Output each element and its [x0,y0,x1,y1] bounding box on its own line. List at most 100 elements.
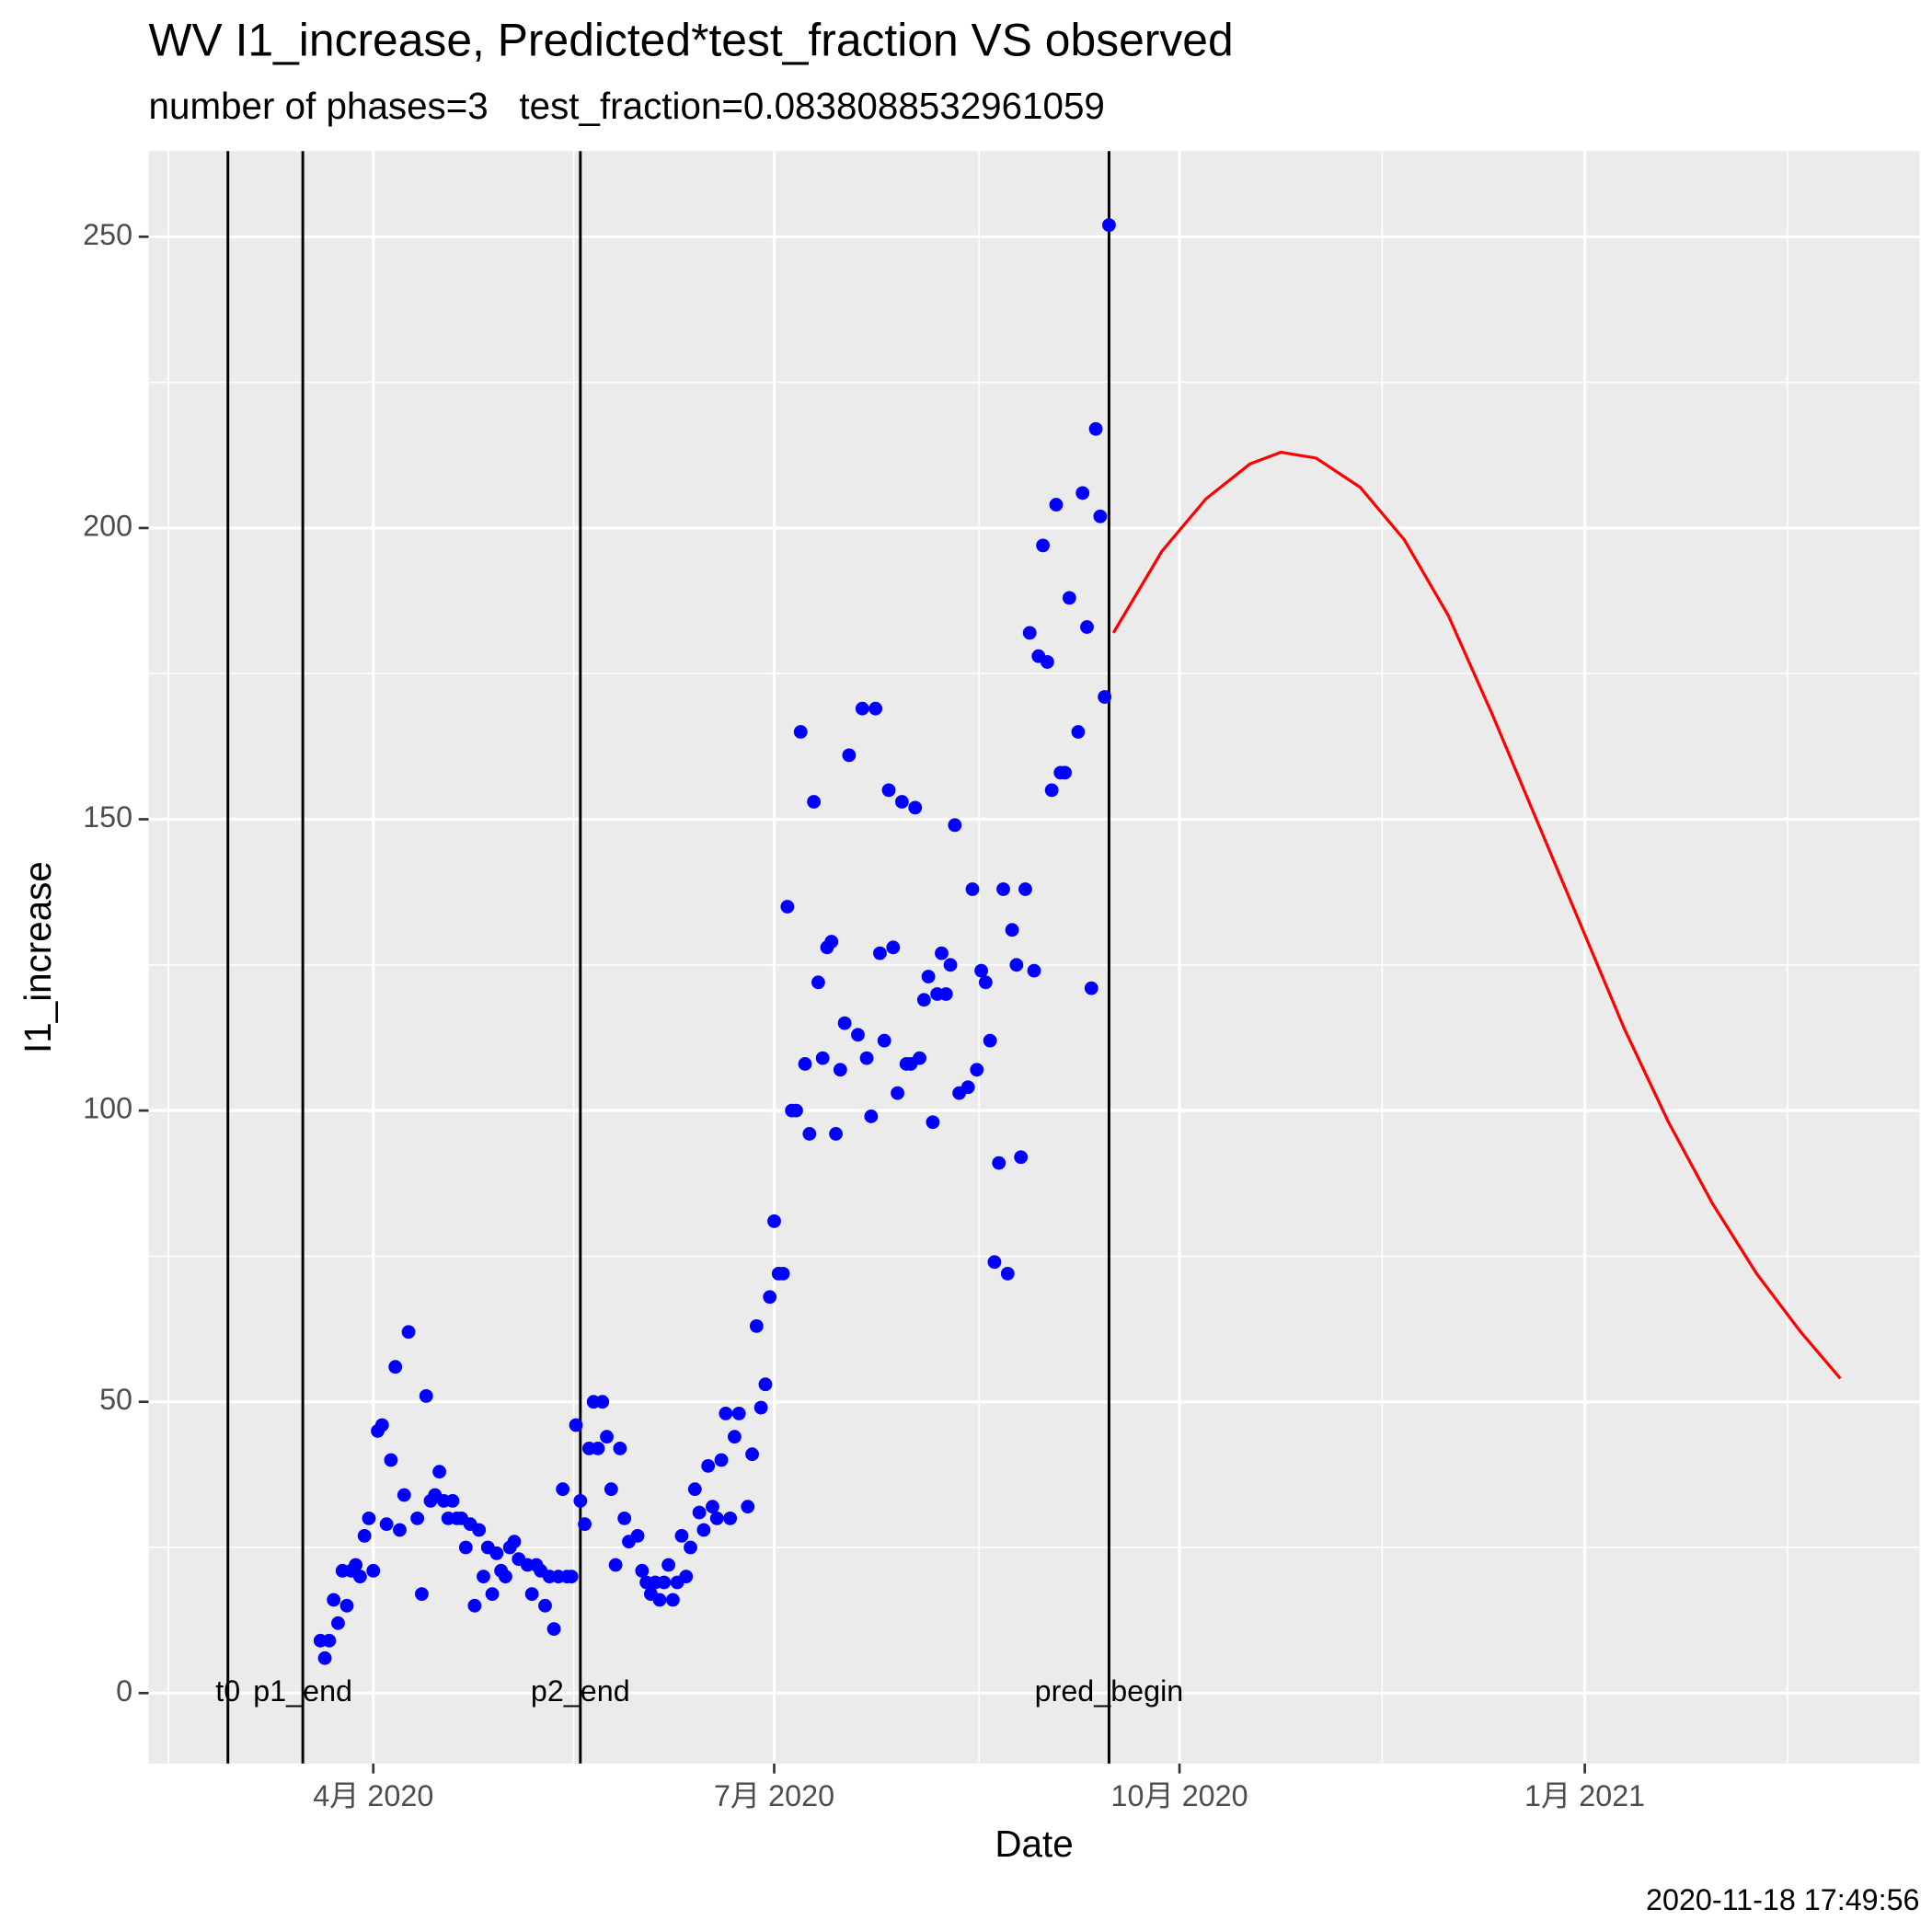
y-tick-label: 50 [99,1383,132,1416]
data-point [793,725,808,739]
data-point [657,1575,672,1590]
data-point [970,1063,984,1077]
data-point [477,1570,490,1584]
data-point [1005,923,1019,937]
data-point [709,1511,724,1525]
data-point [578,1517,592,1532]
data-point [881,783,896,798]
data-point [1049,498,1064,512]
data-point [1027,963,1041,978]
data-point [802,1127,817,1141]
data-point [701,1458,716,1473]
data-point [789,1103,803,1118]
data-point [600,1430,614,1444]
data-point [829,1127,843,1141]
data-point [349,1558,363,1572]
data-point [1022,626,1037,640]
data-point [684,1540,697,1555]
data-point [719,1406,733,1420]
data-point [507,1535,522,1549]
data-point [938,987,953,1001]
data-point [1000,1266,1015,1281]
data-point [674,1528,689,1543]
data-point [877,1033,891,1048]
data-point [665,1593,680,1607]
data-point [393,1523,407,1537]
x-tick-label: 7月 2020 [714,1779,834,1812]
data-point [913,1051,926,1065]
data-point [661,1558,675,1572]
data-point [1084,981,1098,995]
data-point [780,900,795,914]
data-point [401,1325,416,1340]
data-point [926,1115,940,1130]
data-point [1102,218,1116,233]
data-point [379,1517,394,1532]
data-point [921,970,936,983]
data-point [745,1447,759,1462]
data-point [630,1528,645,1543]
data-point [842,748,857,763]
data-point [811,975,825,990]
data-point [978,975,993,990]
data-point [996,882,1010,896]
data-point [679,1570,694,1584]
data-point [851,1028,865,1042]
data-point [753,1400,768,1415]
data-point [595,1395,610,1409]
data-point [432,1465,446,1479]
data-point [868,701,883,716]
data-point [564,1570,579,1584]
data-point [987,1255,1002,1270]
data-point [894,795,909,809]
data-point [824,935,839,949]
data-point [613,1441,627,1455]
data-point [776,1266,790,1281]
data-point [864,1110,879,1123]
data-point [608,1558,623,1572]
data-point [410,1511,425,1525]
data-point [807,795,822,809]
data-point [652,1593,667,1607]
data-point [1036,538,1051,553]
data-point [1058,765,1072,780]
prediction-line [1111,450,1842,1380]
phase-label: t0 [215,1674,240,1708]
chart-title: WV I1_increase, Predicted*test_fraction … [149,14,1234,65]
phase-label: p1_end [253,1674,352,1708]
x-tick-label: 4月 2020 [313,1779,433,1812]
data-point [763,1290,777,1305]
data-point [366,1563,381,1578]
data-point [556,1482,570,1497]
data-point [362,1511,376,1525]
data-point [767,1214,781,1228]
phase-label: pred_begin [1035,1674,1184,1708]
data-point [569,1418,583,1432]
data-point [916,993,931,1007]
data-point [855,701,869,716]
data-point [965,882,980,896]
x-tick-label: 10月 2020 [1111,1779,1248,1812]
data-point [1018,882,1032,896]
data-point [317,1650,332,1665]
data-point [499,1570,512,1584]
data-point [374,1418,389,1432]
data-point [1080,620,1094,634]
phase-label: p2_end [531,1674,630,1708]
data-point [815,1051,830,1065]
data-point [635,1563,650,1578]
data-point [524,1587,539,1602]
data-point [388,1360,403,1374]
x-axis-title: Date [995,1823,1073,1865]
data-point [983,1033,997,1048]
data-point [741,1500,755,1514]
data-point [617,1511,632,1525]
data-point [384,1453,398,1467]
data-point [749,1318,764,1333]
data-point [538,1598,552,1613]
data-point [731,1406,746,1420]
data-point [687,1482,702,1497]
data-point [458,1540,473,1555]
